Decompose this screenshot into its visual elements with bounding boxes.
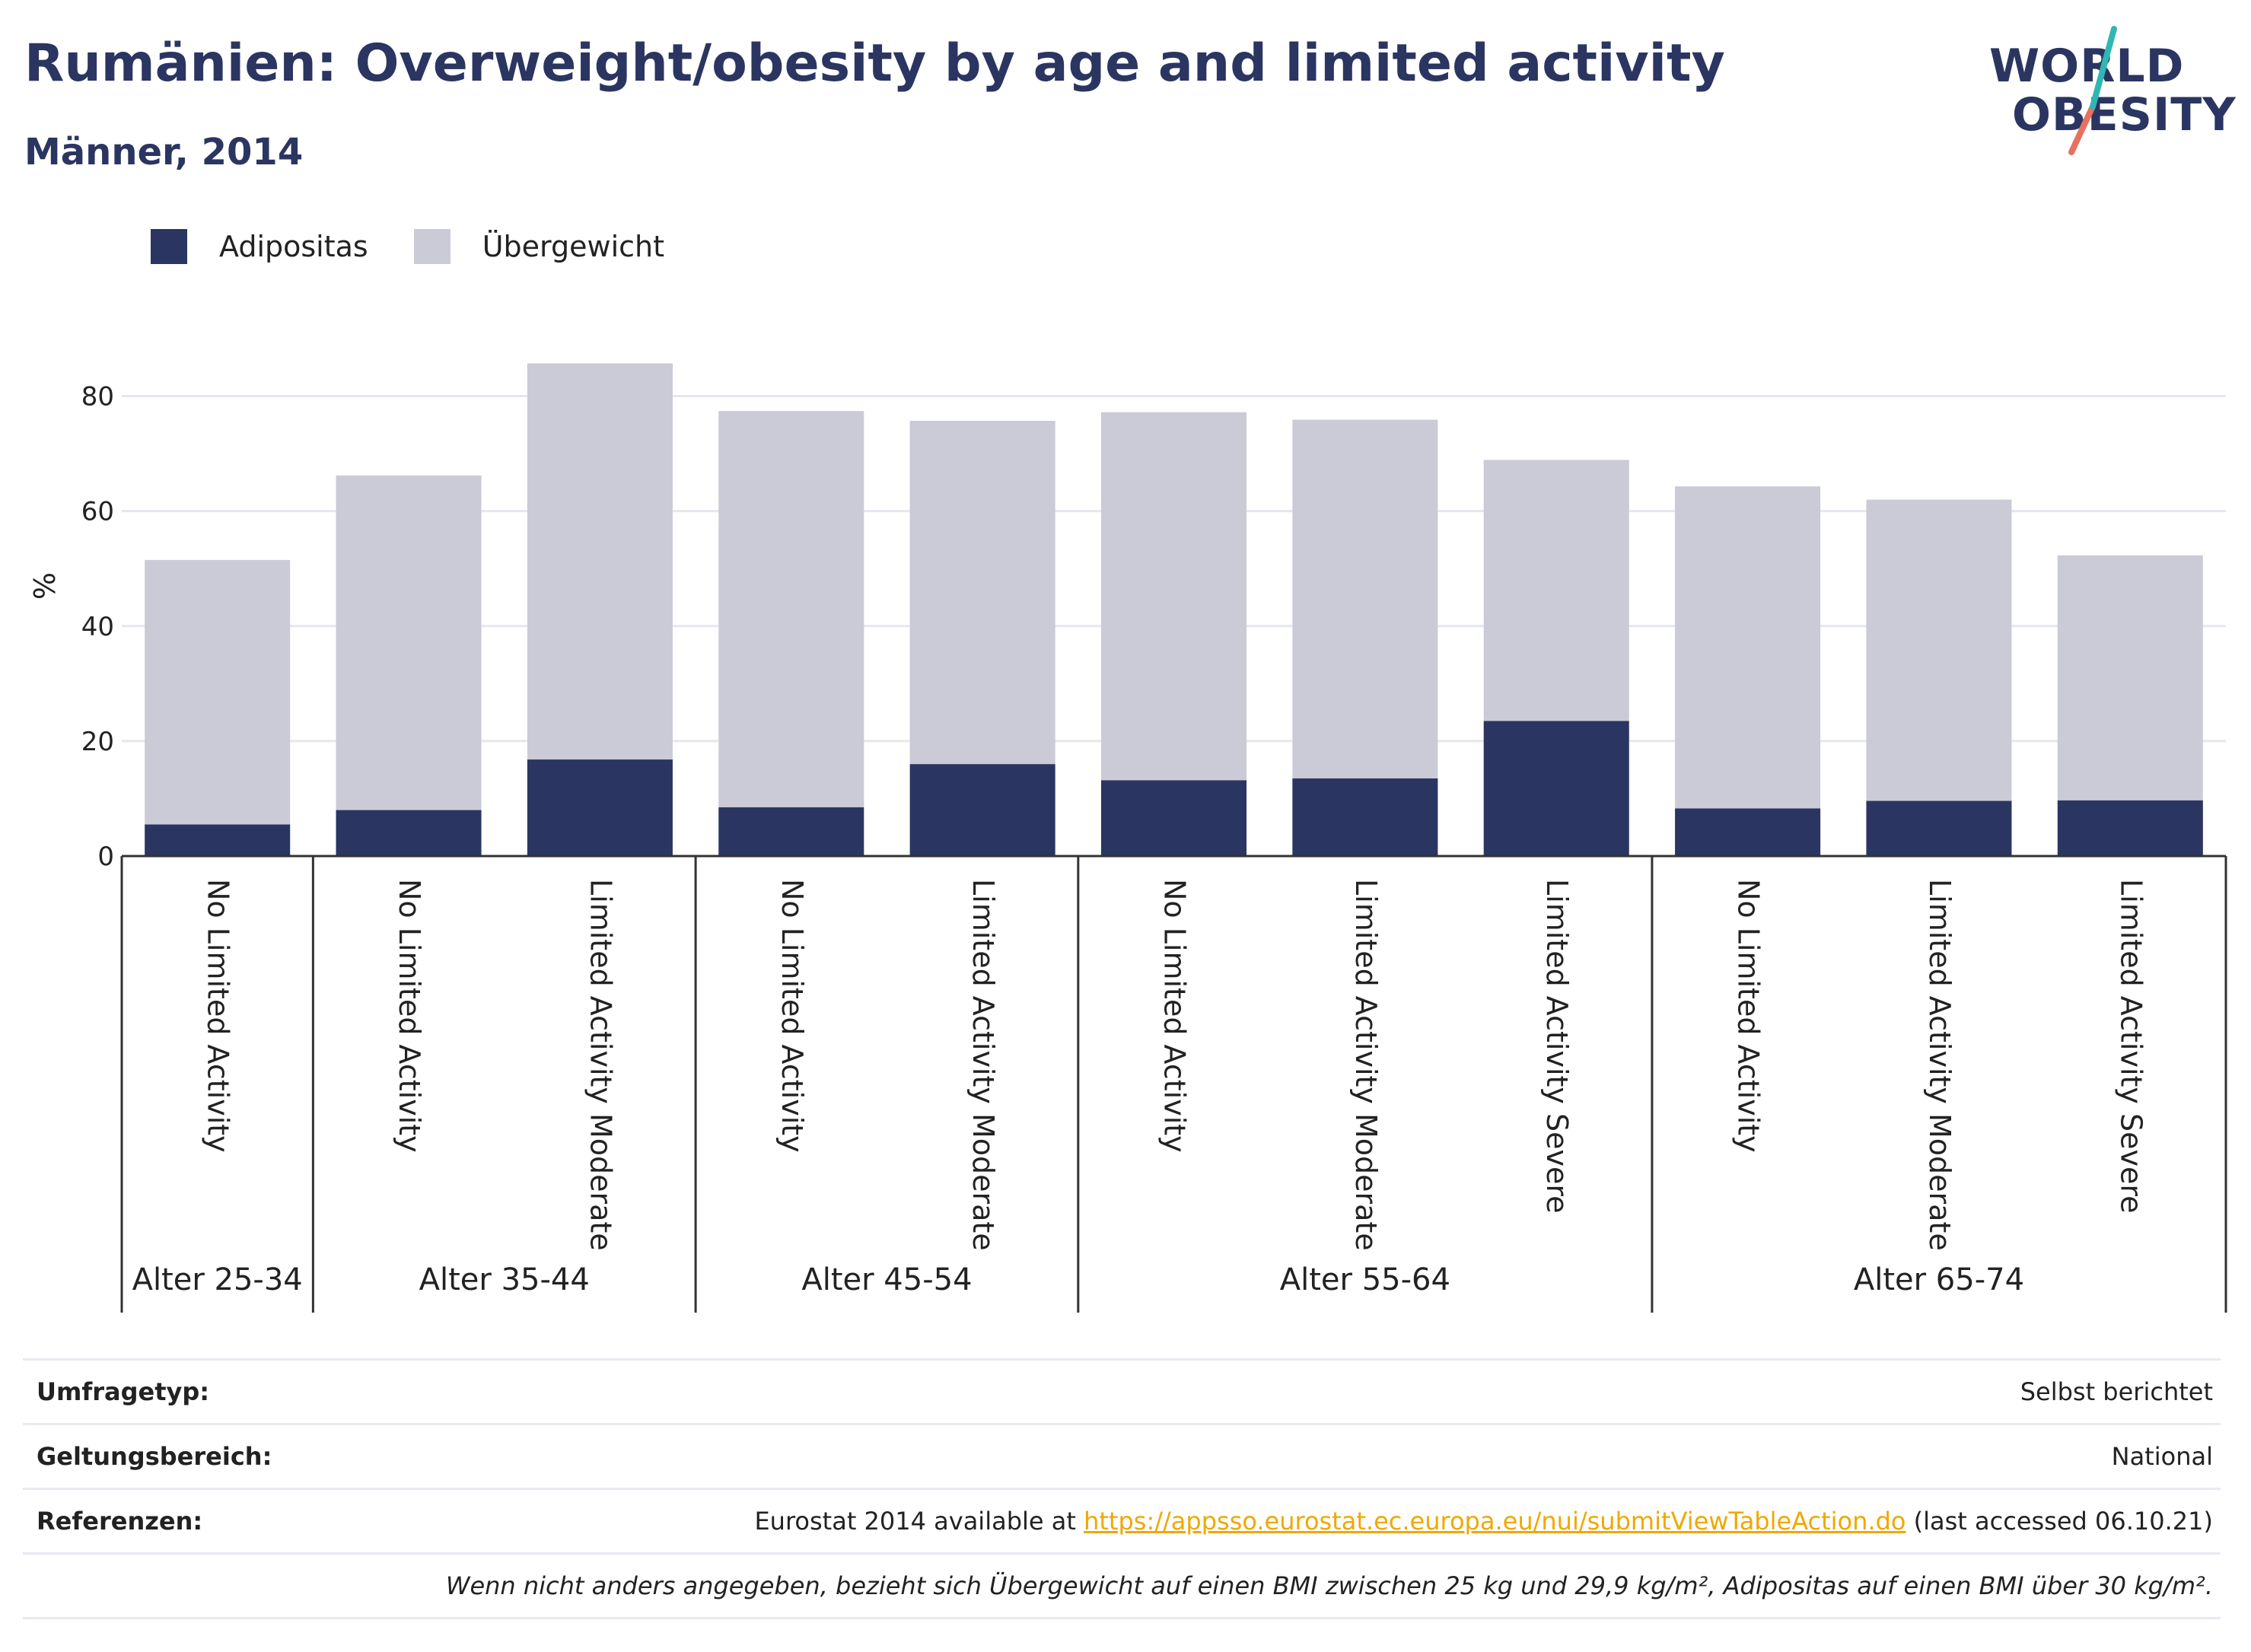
- x-category-label: Limited Activity Severe: [1540, 879, 1574, 1214]
- x-category-label: Limited Activity Moderate: [584, 879, 617, 1251]
- coverage-label: Geltungsbereich:: [37, 1442, 272, 1471]
- bar-adipositas: [145, 824, 291, 856]
- x-group-label: Alter 65-74: [1854, 1262, 2024, 1297]
- bar-adipositas: [1675, 808, 1821, 856]
- y-tick-label: 20: [81, 727, 114, 757]
- coverage-value: National: [2111, 1442, 2213, 1471]
- references-label: Referenzen:: [37, 1507, 203, 1536]
- bar-adipositas: [1100, 780, 1247, 856]
- chart-subtitle: Männer, 2014: [24, 131, 304, 173]
- legend-label-adipositas: Adipositas: [219, 230, 368, 263]
- bar-uebergewicht: [1483, 460, 1629, 721]
- legend-item-adipositas: Adipositas: [151, 229, 368, 264]
- x-category-label: Limited Activity Moderate: [1349, 879, 1383, 1251]
- bar-uebergewicht: [1866, 499, 2012, 801]
- legend-item-uebergewicht: Übergewicht: [413, 229, 664, 264]
- bar-adipositas: [527, 759, 673, 856]
- bmi-note: Wenn nicht anders angegeben, bezieht sic…: [445, 1571, 2213, 1600]
- y-axis-label: %: [28, 572, 62, 600]
- bar-adipositas: [909, 764, 1055, 856]
- bar-uebergewicht: [527, 363, 673, 760]
- x-category-label: No Limited Activity: [393, 879, 426, 1153]
- logo-line-1: WORLD: [1989, 40, 2185, 93]
- references-prefix: Eurostat 2014 available at: [754, 1507, 1084, 1536]
- bar-adipositas: [336, 810, 482, 856]
- y-tick-label: 80: [81, 382, 114, 412]
- chart-legend: Adipositas Übergewicht: [151, 225, 710, 268]
- info-row-coverage: Geltungsbereich: National: [23, 1423, 2221, 1488]
- x-category-label: No Limited Activity: [202, 879, 235, 1153]
- info-table: Umfragetyp: Selbst berichtet Geltungsber…: [23, 1358, 2221, 1619]
- survey-type-label: Umfragetyp:: [37, 1377, 210, 1406]
- bar-uebergewicht: [1100, 412, 1247, 781]
- y-tick-label: 60: [81, 497, 114, 527]
- survey-type-value: Selbst berichtet: [2020, 1377, 2213, 1406]
- y-tick-label: 40: [81, 612, 114, 642]
- world-obesity-logo: WORLD OBESITY: [1986, 23, 2237, 167]
- x-group-label: Alter 25-34: [132, 1262, 303, 1297]
- bar-adipositas: [1483, 721, 1629, 856]
- bar-uebergewicht: [1292, 419, 1438, 778]
- x-category-label: Limited Activity Moderate: [1923, 879, 1956, 1251]
- x-category-label: Limited Activity Moderate: [966, 879, 1000, 1251]
- info-row-references: Referenzen: Eurostat 2014 available at h…: [23, 1488, 2221, 1552]
- bar-uebergewicht: [1675, 486, 1821, 809]
- bar-adipositas: [2057, 800, 2203, 856]
- info-row-note: Wenn nicht anders angegeben, bezieht sic…: [23, 1552, 2221, 1619]
- references-suffix: (last accessed 06.10.21): [1906, 1507, 2213, 1536]
- legend-swatch-adipositas: [151, 229, 187, 264]
- bar-adipositas: [1866, 801, 2012, 856]
- bar-adipositas: [718, 807, 864, 856]
- references-value: Eurostat 2014 available at https://appss…: [754, 1507, 2221, 1536]
- info-row-survey-type: Umfragetyp: Selbst berichtet: [23, 1358, 2221, 1423]
- x-category-label: Limited Activity Severe: [2114, 879, 2148, 1214]
- x-group-label: Alter 35-44: [419, 1262, 590, 1297]
- bar-adipositas: [1292, 778, 1438, 856]
- bar-uebergewicht: [145, 559, 291, 825]
- x-category-label: No Limited Activity: [775, 879, 809, 1153]
- x-category-label: No Limited Activity: [1158, 879, 1192, 1153]
- bar-uebergewicht: [2057, 555, 2203, 801]
- x-category-label: No Limited Activity: [1732, 879, 1765, 1153]
- legend-label-uebergewicht: Übergewicht: [482, 230, 664, 263]
- y-tick-label: 0: [97, 842, 114, 872]
- legend-swatch-uebergewicht: [413, 229, 451, 264]
- bar-chart: 0 20 40 60 80% No Limited Activity No Limited …: [28, 363, 2227, 1313]
- bar-uebergewicht: [336, 475, 482, 810]
- logo-line-2: OBESITY: [2012, 88, 2237, 142]
- references-link[interactable]: https://appsso.eurostat.ec.europa.eu/nui…: [1084, 1507, 1906, 1536]
- x-group-label: Alter 55-64: [1280, 1262, 1450, 1297]
- logo-slash-icon: [2068, 26, 2117, 155]
- chart-title: Rumänien: Overweight/obesity by age and …: [24, 33, 1725, 94]
- bar-uebergewicht: [718, 411, 864, 807]
- bar-uebergewicht: [909, 421, 1055, 765]
- x-group-label: Alter 45-54: [801, 1262, 972, 1297]
